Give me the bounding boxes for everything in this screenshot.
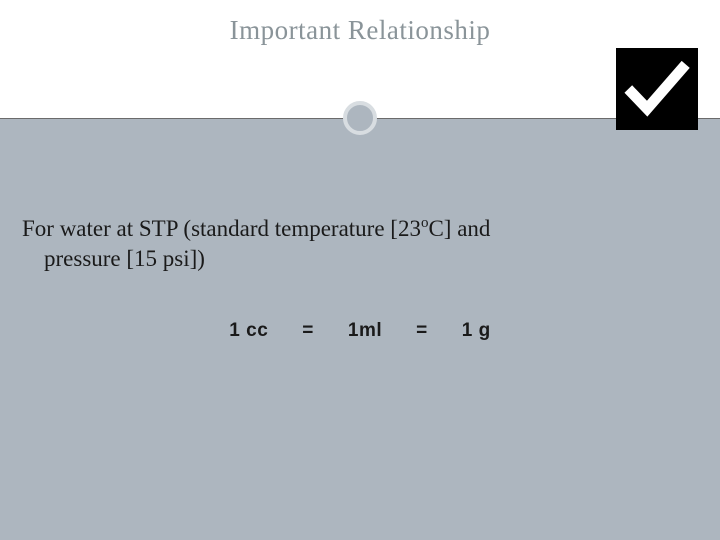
body-line2: pressure [15 psi]) bbox=[22, 244, 698, 274]
slide-title: Important Relationship bbox=[0, 15, 720, 46]
body-line1-suffix: C] and bbox=[428, 216, 490, 241]
divider-ring bbox=[343, 101, 377, 135]
eq-equals-2: = bbox=[416, 320, 428, 341]
body-paragraph: For water at STP (standard temperature [… bbox=[22, 214, 698, 274]
eq-term-1: 1 cc bbox=[229, 320, 268, 341]
equation-row: 1 cc = 1ml = 1 g bbox=[0, 320, 720, 342]
eq-term-3: 1 g bbox=[462, 320, 491, 341]
body-line1-prefix: For water at STP (standard temperature [… bbox=[22, 216, 421, 241]
degree-symbol: o bbox=[421, 215, 429, 231]
checkmark-icon bbox=[616, 48, 698, 130]
eq-term-2: 1ml bbox=[348, 320, 382, 341]
eq-equals-1: = bbox=[302, 320, 314, 341]
